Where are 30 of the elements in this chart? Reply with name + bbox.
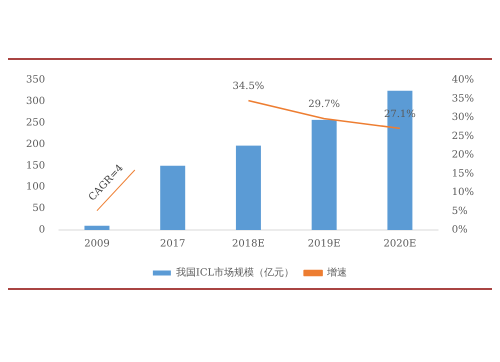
y2-tick-label: 10% [452,187,474,198]
y2-tick-label: 30% [452,112,474,124]
bar [236,146,261,230]
y2-tick-label: 35% [452,93,474,104]
y2-tick-label: 15% [452,168,474,180]
y-tick-label: 50 [32,203,46,214]
legend-label: 增速 [326,266,348,279]
y-tick-label: 150 [26,160,46,172]
x-tick-label: 2017 [160,238,186,250]
y-tick-label: 250 [26,117,46,128]
y2-tick-label: 20% [452,150,474,161]
data-label: 34.5% [232,81,264,92]
y-tick-label: 0 [38,224,46,236]
bar [84,226,110,230]
y-tick-label: 350 [26,74,46,86]
data-label: 29.7% [308,99,340,110]
x-tick-label: 2018E [232,238,265,250]
legend-label: 我国ICL市场规模（亿元） [176,266,294,279]
bar [312,120,337,230]
x-tick-label: 2020E [384,238,416,250]
x-tick-label: 2019E [308,238,341,250]
x-tick-label: 2009 [84,238,110,250]
y-tick-label: 300 [26,96,46,108]
bar [160,166,186,230]
y2-tick-label: 40% [452,74,474,86]
y2-tick-label: 25% [452,130,474,142]
y2-tick-label: 0% [452,224,468,236]
y-tick-label: 100 [26,182,46,193]
y2-tick-label: 5% [452,206,468,217]
y-tick-label: 200 [26,138,46,150]
